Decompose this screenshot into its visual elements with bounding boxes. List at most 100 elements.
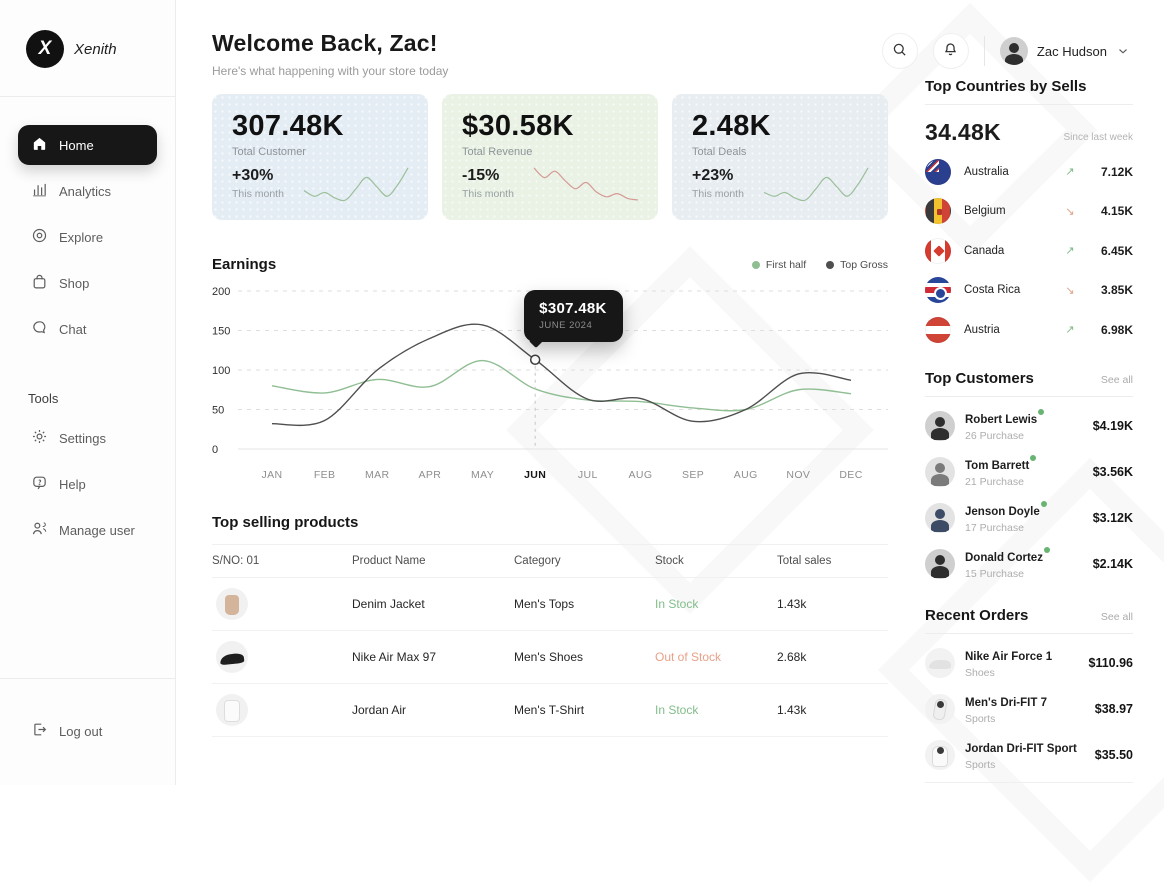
countries-title: Top Countries by Sells <box>925 78 1087 95</box>
main-area: Welcome Back, Zac! Here's what happening… <box>176 0 1164 785</box>
product-category: Men's Shoes <box>514 650 583 664</box>
notifications-button[interactable] <box>932 33 969 69</box>
list-item[interactable]: Men's Dri-FIT 7 Sports $38.97 <box>925 686 1133 732</box>
products-title: Top selling products <box>212 514 359 531</box>
sidebar-item-help[interactable]: Help <box>18 464 157 504</box>
country-name: Canada <box>964 244 1005 257</box>
chat-icon <box>31 319 48 339</box>
users-icon <box>31 520 48 540</box>
list-item[interactable]: Costa Rica ↘ 3.85K <box>925 271 1133 311</box>
chart-tooltip: $307.48K JUNE 2024 <box>524 289 623 342</box>
sidebar-item-settings[interactable]: Settings <box>18 418 157 458</box>
country-name: Costa Rica <box>964 284 1021 297</box>
trend-down-icon: ↘ <box>1065 284 1075 297</box>
product-thumbnail <box>216 694 248 726</box>
svg-text:200: 200 <box>212 286 230 298</box>
product-thumbnail <box>216 588 248 620</box>
list-item[interactable]: Jenson Doyle 17 Purchase $3.12K <box>925 495 1133 541</box>
table-row[interactable]: Denim Jacket Men's Tops In Stock 1.43k <box>212 578 888 631</box>
sidebar-item-chat[interactable]: Chat <box>18 309 157 349</box>
sidebar-item-shop[interactable]: Shop <box>18 263 157 303</box>
legend-first-half[interactable]: First half <box>751 258 807 271</box>
avatar <box>925 456 955 487</box>
sidebar-item-label: Settings <box>59 430 106 446</box>
sidebar-item-manage-user[interactable]: Manage user <box>18 510 157 550</box>
trend-up-icon: ↗ <box>1065 245 1075 258</box>
legend-label: First half <box>765 258 807 271</box>
list-item[interactable]: Nike Air Force 1 Shoes $110.96 <box>925 640 1133 686</box>
logout-button[interactable]: Log out <box>18 711 157 751</box>
table-row[interactable]: Nike Air Max 97 Men's Shoes Out of Stock… <box>212 631 888 684</box>
product-name: Jordan Air <box>352 703 407 717</box>
sidebar-item-label: Chat <box>59 321 87 337</box>
svg-text:JAN: JAN <box>261 469 282 481</box>
xenith-logo-icon: X <box>26 30 64 68</box>
list-item[interactable]: Austria ↗ 6.98K <box>925 310 1133 350</box>
avatar <box>925 548 955 579</box>
products-table: S/NO: 01 Product Name Category Stock Tot… <box>212 544 888 737</box>
list-item[interactable]: Jordan Dri-FIT Sport Sports $35.50 <box>925 732 1133 784</box>
trend-up-icon: ↗ <box>1065 166 1075 179</box>
countries-list: Australia ↗ 7.12K Belgium ↘ 4.15K <box>925 152 1133 350</box>
list-item[interactable]: Belgium ↘ 4.15K <box>925 192 1133 232</box>
sidebar-footer: Log out <box>0 678 175 785</box>
recent-orders-section: Recent Orders See all Nike Air Force 1 S… <box>925 607 1133 784</box>
user-menu[interactable]: Zac Hudson <box>999 37 1130 65</box>
stat-card-total-revenue[interactable]: $30.58K Total Revenue -15% This month <box>442 94 658 220</box>
order-name: Nike Air Force 1 <box>965 651 1053 663</box>
svg-text:0: 0 <box>212 444 218 456</box>
customer-value: $2.14K <box>1092 556 1133 571</box>
page-header: Welcome Back, Zac! Here's what happening… <box>212 30 1164 78</box>
legend-top-gross[interactable]: Top Gross <box>826 259 888 271</box>
customers-see-all-link[interactable]: See all <box>1100 373 1133 386</box>
stat-label: Total Revenue <box>462 146 533 158</box>
tooltip-value: $307.48K <box>539 299 607 317</box>
earnings-line-chart[interactable]: 0 50 100 150 200 JAN FEB MAR APR MAY JUN JUL AUG SEP A… <box>212 281 888 486</box>
search-button[interactable] <box>881 33 918 69</box>
table-row[interactable]: Jordan Air Men's T-Shirt In Stock 1.43k <box>212 684 888 737</box>
orders-see-all-link[interactable]: See all <box>1100 611 1133 623</box>
svg-text:APR: APR <box>419 469 442 481</box>
country-name: Australia <box>964 165 1009 178</box>
customer-value: $3.12K <box>1092 510 1133 525</box>
customer-name: Jenson Doyle <box>965 505 1040 518</box>
svg-text:SEP: SEP <box>682 469 704 481</box>
stat-card-total-deals[interactable]: 2.48K Total Deals +23% This month <box>672 94 888 220</box>
list-item[interactable]: Canada ↗ 6.45K <box>925 231 1133 271</box>
avatar <box>925 410 955 441</box>
list-item[interactable]: Donald Cortez 15 Purchase $2.14K <box>925 541 1133 587</box>
sidebar-item-label: Home <box>59 137 94 153</box>
country-value: 3.85K <box>1100 283 1133 298</box>
list-item[interactable]: Robert Lewis 26 Purchase $4.19K <box>925 403 1133 449</box>
stat-change: +30% <box>232 167 274 184</box>
top-customers-section: Top Customers See all Robert Lewis 26 Pu… <box>925 370 1133 588</box>
country-name: Austria <box>964 323 1000 336</box>
svg-text:AUG: AUG <box>628 469 652 481</box>
list-item[interactable]: Tom Barrett 21 Purchase $3.56K <box>925 449 1133 495</box>
earnings-chart[interactable]: 0 50 100 150 200 JAN FEB MAR APR MAY JUN JUL AUG SEP A… <box>212 281 888 486</box>
list-item[interactable]: Australia ↗ 7.12K <box>925 152 1133 192</box>
header-actions: Zac Hudson <box>881 33 1130 69</box>
austria-flag-icon <box>925 316 951 343</box>
sparkline-chart <box>303 167 409 202</box>
top-countries-section: Top Countries by Sells 34.48K Since last… <box>925 78 1133 350</box>
stat-period: This month <box>462 188 514 200</box>
user-name: Zac Hudson <box>1036 43 1107 59</box>
svg-text:AUG: AUG <box>734 469 758 481</box>
column-header-category: Category <box>514 555 561 567</box>
product-category: Men's T-Shirt <box>514 703 585 717</box>
stat-card-total-customer[interactable]: 307.48K Total Customer +30% This month <box>212 94 428 220</box>
customer-purchases: 26 Purchase <box>965 429 1024 442</box>
svg-text:MAY: MAY <box>471 469 494 481</box>
orders-list: Nike Air Force 1 Shoes $110.96 Men's Dri… <box>925 640 1133 784</box>
sidebar-item-home[interactable]: Home <box>18 125 157 165</box>
shopping-bag-icon <box>31 273 48 293</box>
sidebar: X Xenith Home Analytics Explore Shop <box>0 0 176 785</box>
sidebar-item-analytics[interactable]: Analytics <box>18 171 157 211</box>
countries-note: Since last week <box>1063 132 1133 143</box>
sidebar-item-explore[interactable]: Explore <box>18 217 157 257</box>
stat-value: 307.48K <box>232 110 344 142</box>
sidebar-nav: Home Analytics Explore Shop Chat <box>0 97 175 355</box>
order-thumbnail <box>925 648 955 679</box>
canada-flag-icon <box>925 237 951 264</box>
